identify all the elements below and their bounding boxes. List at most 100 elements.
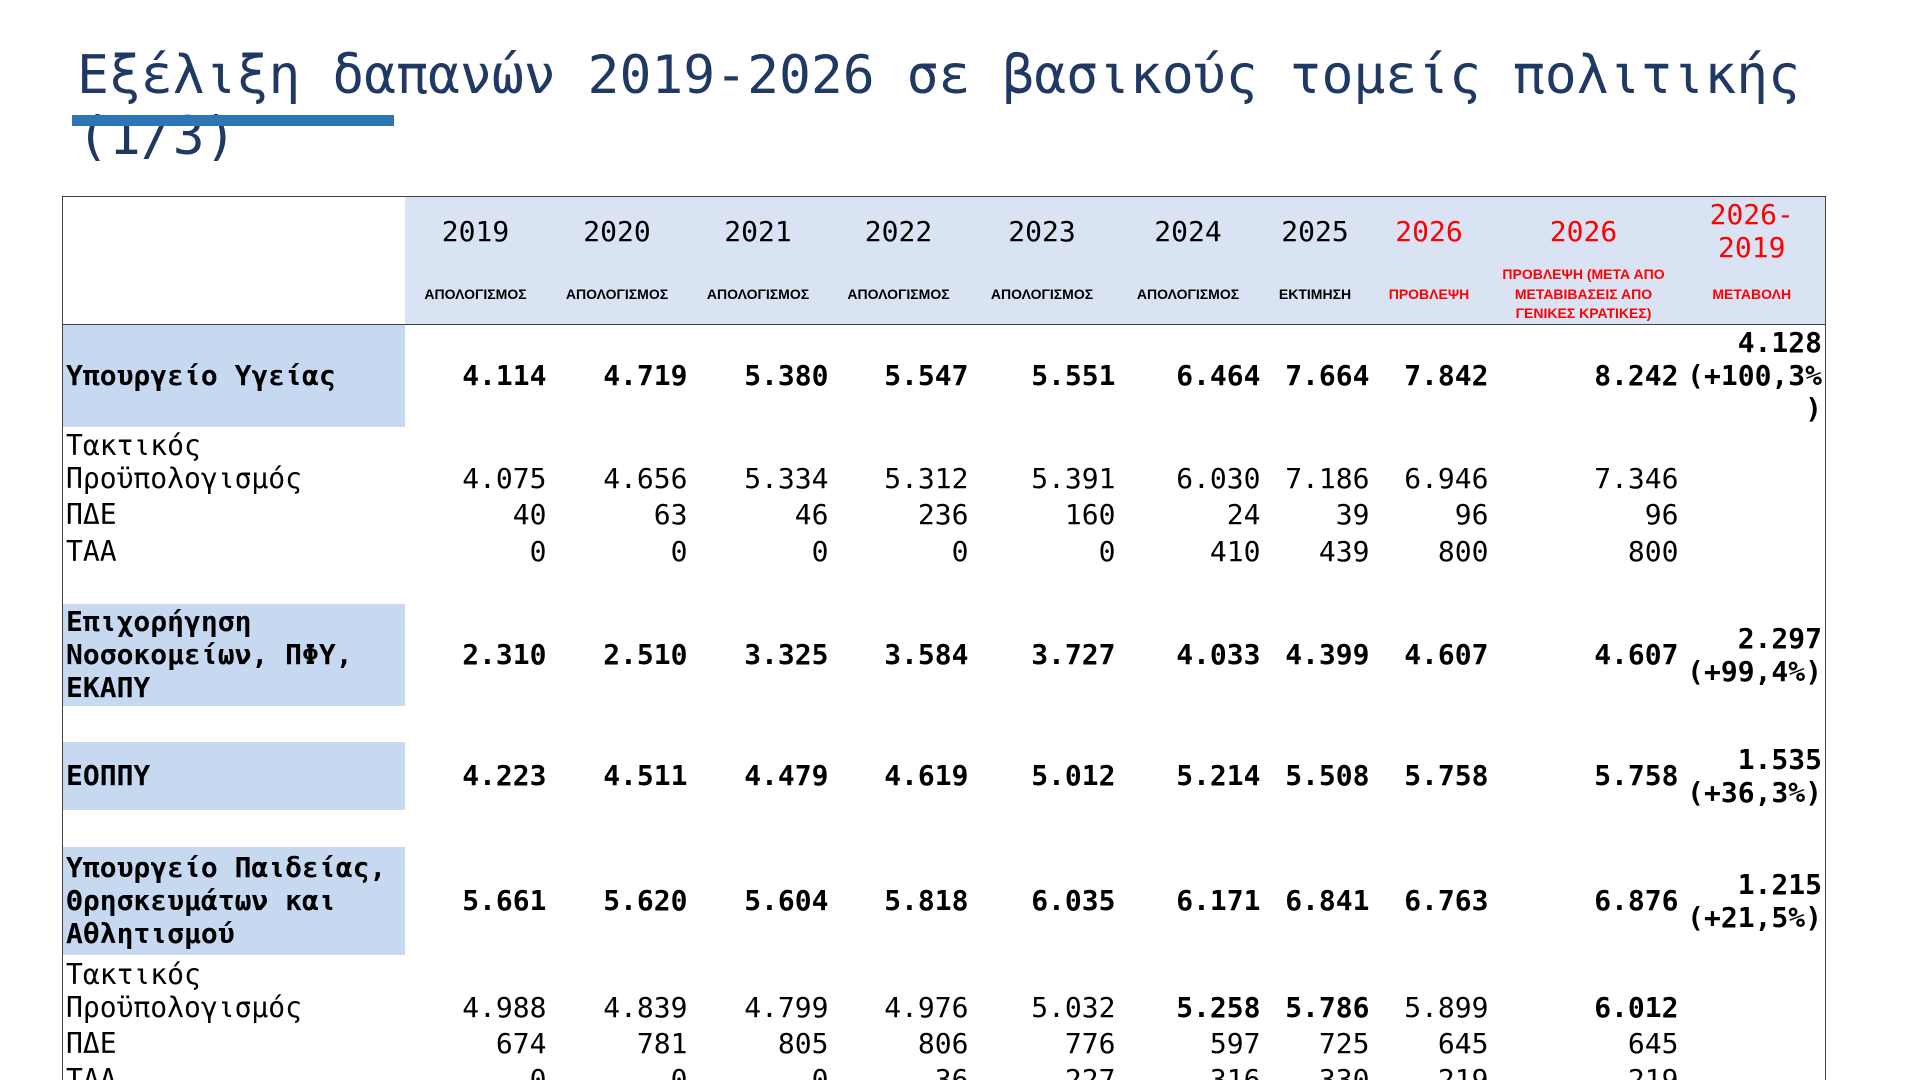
- value-2026-after-transfers: 6.876: [1594, 884, 1679, 917]
- change-2026-2019: 2.297 (+99,4%): [1687, 621, 1822, 688]
- value-2026-after-transfers: 5.758: [1594, 759, 1679, 792]
- header-type: ΑΠΟΛΟΓΙΣΜΟΣ: [565, 285, 669, 302]
- header-2019: 2019 ΑΠΟΛΟΓΙΣΜΟΣ: [404, 196, 547, 325]
- value-2022: 4.976: [884, 990, 969, 1024]
- value-2024: 597: [1209, 1027, 1261, 1060]
- header-type: ΑΠΟΛΟΓΙΣΜΟΣ: [990, 285, 1094, 302]
- value-2021: 5.334: [744, 461, 829, 495]
- value-2025: 330: [1318, 1062, 1370, 1080]
- spacer-cell: [63, 706, 1826, 742]
- header-2024: 2024 ΑΠΟΛΟΓΙΣΜΟΣ: [1115, 196, 1261, 325]
- change-2026-2019: [1679, 1062, 1826, 1080]
- value-2021: 4.799: [744, 990, 829, 1024]
- expenditure-table: 2019 ΑΠΟΛΟΓΙΣΜΟΣ 2020 ΑΠΟΛΟΓΙΣΜΟΣ 2021 ΑΠΟΛ…: [62, 196, 1826, 1080]
- header-type: ΑΠΟΛΟΓΙΣΜΟΣ: [706, 285, 810, 302]
- value-2021: 0: [811, 1062, 829, 1080]
- value-2019: 4.223: [462, 759, 547, 792]
- value-2022: 36: [934, 1062, 969, 1080]
- header-2022: 2022 ΑΠΟΛΟΓΙΣΜΟΣ: [828, 196, 969, 325]
- change-2026-2019: [1679, 427, 1826, 497]
- value-2026-forecast: 6.763: [1404, 884, 1489, 917]
- value-2023: 5.551: [1031, 359, 1116, 393]
- value-2019: 40: [512, 498, 547, 531]
- value-2022: 236: [917, 498, 969, 531]
- value-2021: 805: [777, 1027, 829, 1060]
- value-2026-forecast: 5.899: [1404, 990, 1489, 1024]
- value-2021: 46: [794, 498, 829, 531]
- title-underline-bar: [72, 115, 394, 126]
- change-2026-2019: [1679, 1026, 1826, 1062]
- value-2023: 6.035: [1031, 884, 1116, 917]
- table-row-ministry-of-education: Υπουργείο Παιδείας, Θρησκευμάτων και Αθλ…: [62, 846, 1826, 955]
- header-year: 2022: [864, 214, 933, 248]
- row-spacer: [63, 706, 1826, 742]
- change-2026-2019: 4.128 (+100,3%): [1687, 326, 1822, 426]
- table-container: 2019 ΑΠΟΛΟΓΙΣΜΟΣ 2020 ΑΠΟΛΟΓΙΣΜΟΣ 2021 ΑΠΟΛ…: [62, 196, 1828, 1080]
- table-row-pde: ΠΔΕ 674 781 805 806 776 597 725 645 645: [63, 1026, 1826, 1062]
- value-2026-forecast: 5.758: [1404, 759, 1489, 792]
- table-header-row: 2019 ΑΠΟΛΟΓΙΣΜΟΣ 2020 ΑΠΟΛΟΓΙΣΜΟΣ 2021 ΑΠΟΛ…: [62, 196, 1826, 325]
- table-row-hospital-grants: Επιχορήγηση Νοσοκομείων, ΠΦΥ, ΕΚΑΠΥ 2.31…: [62, 603, 1826, 706]
- value-2020: 0: [670, 1062, 688, 1080]
- header-type: ΑΠΟΛΟΓΙΣΜΟΣ: [424, 285, 527, 302]
- change-2026-2019: [1679, 955, 1826, 1026]
- table-row-ministry-of-health: Υπουργείο Υγείας 4.114 4.719 5.380 5.547…: [62, 324, 1826, 427]
- value-2024: 410: [1209, 534, 1261, 568]
- value-2021: 3.325: [744, 638, 829, 671]
- value-2025: 7.664: [1285, 359, 1370, 393]
- row-label: ΤΑΑ: [66, 534, 117, 568]
- value-2023: 5.012: [1031, 759, 1116, 792]
- spacer-cell: [63, 570, 1826, 604]
- table-row-eopyy: ΕΟΠΠΥ 4.223 4.511 4.479 4.619 5.012 5.21…: [62, 741, 1826, 810]
- value-2022: 5.818: [884, 884, 969, 917]
- value-2023: 3.727: [1031, 638, 1116, 671]
- value-2025: 5.508: [1285, 759, 1370, 792]
- header-year: 2020: [583, 214, 651, 248]
- value-2019: 4.988: [462, 990, 547, 1024]
- value-2021: 5.604: [744, 884, 829, 917]
- value-2026-after-transfers: 7.346: [1594, 461, 1679, 495]
- header-year: 2023: [1008, 214, 1076, 248]
- value-2019: 4.114: [462, 359, 547, 393]
- page-title: Εξέλιξη δαπανών 2019-2026 σε βασικούς το…: [77, 45, 1801, 167]
- value-2026-after-transfers: 4.607: [1594, 638, 1679, 671]
- value-2021: 5.380: [744, 359, 829, 393]
- value-2025: 4.399: [1285, 638, 1370, 671]
- table-row-taa: ΤΑΑ 0 0 0 36 227 316 330 219 219: [63, 1062, 1826, 1080]
- row-label: Υπουργείο Παιδείας, Θρησκευμάτων και Αθλ…: [62, 846, 405, 955]
- value-2019: 674: [495, 1027, 547, 1060]
- row-label: ΕΟΠΠΥ: [62, 741, 405, 810]
- header-type: ΑΠΟΛΟΓΙΣΜΟΣ: [847, 285, 950, 302]
- header-type: ΜΕΤΑΒΟΛΗ: [1712, 285, 1792, 302]
- value-2024: 6.464: [1176, 359, 1261, 393]
- value-2022: 806: [917, 1027, 969, 1060]
- header-2021: 2021 ΑΠΟΛΟΓΙΣΜΟΣ: [687, 196, 829, 325]
- value-2023: 227: [1064, 1062, 1116, 1080]
- row-spacer: [63, 570, 1826, 604]
- change-2026-2019: [1679, 497, 1826, 533]
- row-label: Υπουργείο Υγείας: [62, 324, 405, 427]
- header-type: ΑΠΟΛΟΓΙΣΜΟΣ: [1136, 285, 1240, 302]
- header-year: 2021: [724, 214, 792, 248]
- value-2024: 6.171: [1176, 884, 1261, 917]
- value-2026-after-transfers: 800: [1627, 534, 1679, 568]
- value-2025: 7.186: [1285, 461, 1370, 495]
- value-2025: 725: [1318, 1027, 1370, 1060]
- header-year: 2026-2019: [1709, 198, 1794, 264]
- value-2019: 0: [529, 1062, 547, 1080]
- row-spacer: [63, 810, 1826, 847]
- value-2021: 4.479: [744, 759, 829, 792]
- value-2024: 24: [1226, 498, 1261, 531]
- value-2019: 5.661: [462, 884, 547, 917]
- header-2020: 2020 ΑΠΟΛΟΓΙΣΜΟΣ: [546, 196, 688, 325]
- value-2026-forecast: 7.842: [1404, 359, 1489, 393]
- value-2023: 5.391: [1031, 461, 1116, 495]
- value-2026-after-transfers: 219: [1627, 1062, 1679, 1080]
- value-2024: 5.258: [1176, 990, 1261, 1024]
- value-2026-forecast: 96: [1454, 498, 1489, 531]
- header-2025: 2025 ΕΚΤΙΜΗΣΗ: [1260, 196, 1370, 325]
- header-year: 2024: [1154, 214, 1222, 248]
- row-label: ΤΑΑ: [66, 1062, 117, 1080]
- value-2024: 6.030: [1176, 461, 1261, 495]
- value-2020: 4.656: [603, 461, 688, 495]
